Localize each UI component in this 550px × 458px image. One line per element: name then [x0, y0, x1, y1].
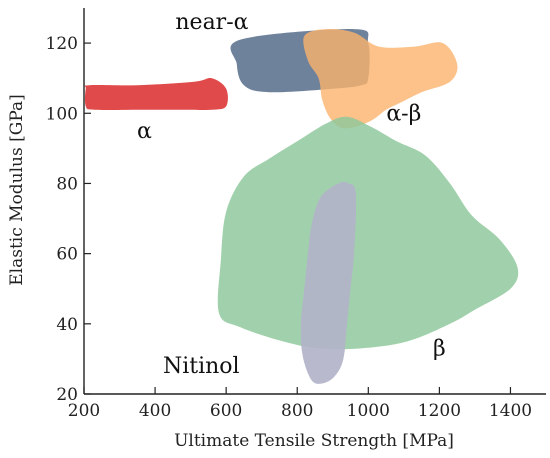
x-tick-label: 1000: [347, 401, 390, 421]
x-tick-label: 1200: [418, 401, 461, 421]
y-tick-label: 60: [56, 245, 78, 265]
y-tick-label: 120: [46, 34, 78, 54]
y-ticks: 20 40 60 80 100 120: [46, 34, 91, 405]
region-nitinol: [300, 181, 357, 384]
x-tick-label: 200: [68, 401, 100, 421]
x-tick-label: 400: [139, 401, 171, 421]
region-label: near-α: [175, 10, 248, 35]
y-tick-label: 100: [46, 104, 78, 124]
x-axis-title: Ultimate Tensile Strength [MPa]: [174, 431, 454, 451]
region-label: α: [137, 119, 152, 144]
region-label: α-β: [386, 101, 421, 126]
x-tick-label: 1400: [489, 401, 532, 421]
region-label: β: [433, 336, 446, 361]
x-tick-label: 600: [210, 401, 242, 421]
x-ticks: 200 400 600 800 1000 1200 1400: [68, 387, 532, 421]
y-tick-label: 20: [56, 385, 78, 405]
regions: [84, 28, 519, 384]
y-tick-label: 80: [56, 174, 78, 194]
y-axis-title: Elastic Modulus [GPa]: [7, 94, 27, 286]
region-alpha: [84, 77, 228, 111]
region-labels: near-α α-β α β Nitinol: [137, 10, 446, 379]
region-label: Nitinol: [163, 354, 240, 379]
region-: [303, 28, 458, 129]
x-tick-label: 800: [281, 401, 313, 421]
region-: [217, 116, 519, 350]
y-tick-label: 40: [56, 315, 78, 335]
axes: 200 400 600 800 1000 1200 1400 20 40 60 80 100 120: [46, 8, 546, 421]
